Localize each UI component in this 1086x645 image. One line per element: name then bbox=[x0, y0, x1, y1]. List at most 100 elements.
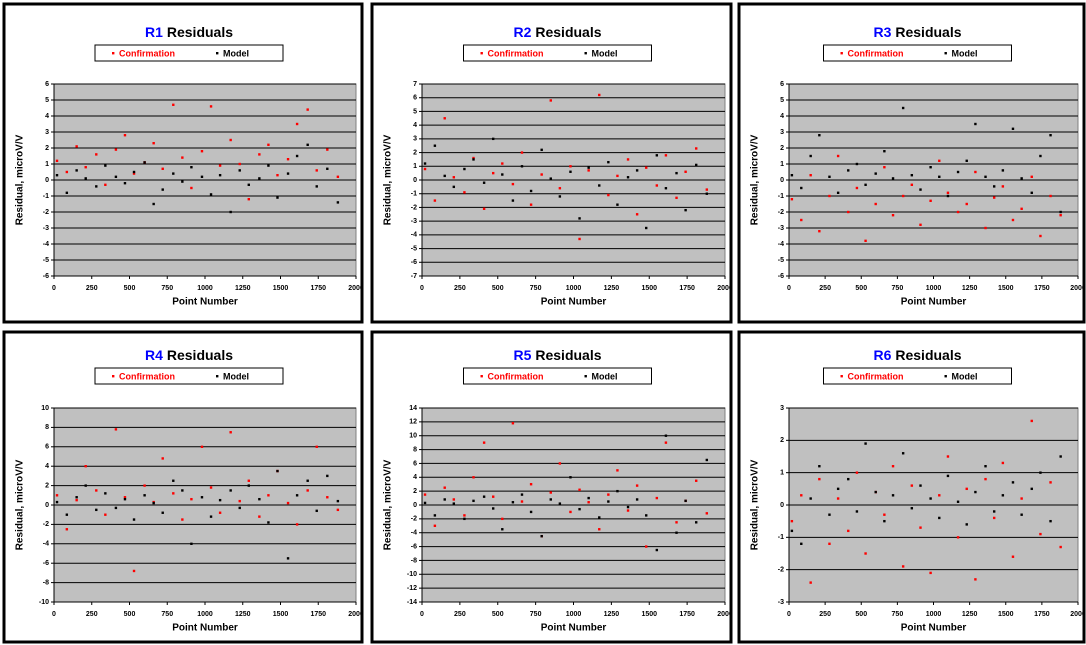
panel: R4 Residuals Confirmation Model -10 -8 -6 -4 -2 0… bbox=[2, 330, 364, 644]
point bbox=[286, 557, 290, 560]
y-tick-label: -2 bbox=[778, 567, 784, 574]
y-tick-label: -4 bbox=[43, 241, 49, 248]
point bbox=[1039, 234, 1042, 238]
point bbox=[433, 144, 437, 147]
x-tick-label: 1750 bbox=[310, 611, 326, 618]
point bbox=[423, 501, 427, 505]
y-axis-title: Residual, microV/V bbox=[750, 459, 761, 550]
point bbox=[75, 496, 78, 499]
x-tick-label: 1500 bbox=[998, 611, 1014, 618]
point bbox=[123, 497, 127, 501]
y-tick-label: -2 bbox=[411, 516, 417, 523]
point bbox=[847, 210, 850, 214]
point bbox=[152, 142, 155, 145]
point bbox=[919, 223, 922, 226]
point bbox=[616, 489, 619, 493]
point bbox=[472, 499, 475, 503]
panel: R3 Residuals Confirmation Model -6 -5 -4 -3 -2 -1… bbox=[737, 2, 1086, 324]
point bbox=[55, 494, 59, 497]
y-tick-label: -5 bbox=[411, 245, 417, 252]
point bbox=[1030, 191, 1033, 194]
point bbox=[984, 477, 987, 481]
y-tick-label: 10 bbox=[409, 433, 417, 440]
point bbox=[482, 207, 486, 210]
point bbox=[929, 166, 932, 169]
x-axis-title: Point Number bbox=[172, 297, 238, 308]
point bbox=[675, 521, 678, 524]
y-axis-title: Residual, microV/V bbox=[383, 459, 394, 550]
y-tick-label: -5 bbox=[43, 257, 49, 264]
y-tick-label: -14 bbox=[407, 599, 417, 606]
point bbox=[218, 164, 222, 167]
y-tick-label: 2 bbox=[780, 145, 784, 152]
point bbox=[891, 494, 895, 497]
y-tick-label: 6 bbox=[45, 81, 49, 88]
point bbox=[938, 175, 941, 178]
title-prefix: R5 bbox=[513, 347, 531, 363]
point bbox=[511, 422, 515, 425]
panel: R5 Residuals Confirmation Model -14 -12 -10 -8 -… bbox=[370, 330, 733, 644]
point bbox=[306, 108, 309, 111]
x-tick-label: 1000 bbox=[197, 611, 213, 618]
point bbox=[258, 177, 261, 180]
point bbox=[472, 476, 475, 479]
point bbox=[492, 507, 495, 510]
y-tick-label: 2 bbox=[45, 145, 49, 152]
x-tick-label: 500 bbox=[855, 611, 867, 618]
point bbox=[423, 162, 427, 165]
point bbox=[123, 496, 127, 499]
x-tick-label: 0 bbox=[420, 285, 424, 292]
x-tick-label: 1250 bbox=[962, 285, 978, 292]
point bbox=[267, 164, 270, 167]
point bbox=[1011, 127, 1015, 130]
point bbox=[891, 177, 895, 180]
point bbox=[209, 515, 213, 518]
y-tick-label: 5 bbox=[45, 97, 49, 104]
point bbox=[1020, 207, 1023, 210]
y-tick-label: 1 bbox=[780, 470, 784, 477]
point bbox=[664, 154, 668, 157]
point bbox=[598, 516, 601, 519]
x-tick-label: 1250 bbox=[235, 285, 251, 292]
point bbox=[200, 496, 204, 499]
point bbox=[705, 192, 709, 195]
point bbox=[929, 497, 932, 500]
point bbox=[326, 474, 329, 478]
point bbox=[238, 162, 241, 166]
y-tick-label: -6 bbox=[43, 560, 49, 567]
point bbox=[181, 156, 184, 159]
x-tick-label: 750 bbox=[892, 611, 904, 618]
point bbox=[181, 180, 184, 183]
x-tick-label: 0 bbox=[52, 285, 56, 292]
point bbox=[423, 167, 427, 171]
point bbox=[645, 545, 648, 548]
point bbox=[1030, 419, 1033, 423]
point bbox=[1030, 175, 1033, 178]
x-tick-label: 250 bbox=[454, 611, 466, 618]
point bbox=[578, 488, 581, 491]
point bbox=[974, 490, 977, 494]
point bbox=[901, 106, 905, 110]
point bbox=[463, 167, 466, 171]
point bbox=[578, 237, 581, 241]
y-tick-label: 4 bbox=[413, 474, 417, 481]
point bbox=[452, 185, 456, 189]
point bbox=[828, 513, 831, 516]
legend-box bbox=[823, 44, 1012, 62]
point bbox=[492, 171, 495, 175]
point bbox=[114, 506, 118, 510]
y-tick-label: 1 bbox=[45, 161, 49, 168]
point bbox=[587, 169, 590, 172]
point bbox=[247, 198, 250, 201]
y-tick-label: 12 bbox=[409, 419, 417, 426]
point bbox=[1039, 532, 1042, 536]
point bbox=[114, 148, 118, 151]
point bbox=[558, 502, 562, 505]
point bbox=[569, 476, 572, 479]
point bbox=[626, 176, 630, 179]
point bbox=[315, 185, 318, 188]
legend-box bbox=[463, 367, 652, 385]
panel: R1 Residuals Confirmation Model -6 -5 -4 -3 -2 -1… bbox=[2, 2, 364, 324]
point bbox=[520, 165, 524, 168]
point bbox=[818, 465, 821, 468]
